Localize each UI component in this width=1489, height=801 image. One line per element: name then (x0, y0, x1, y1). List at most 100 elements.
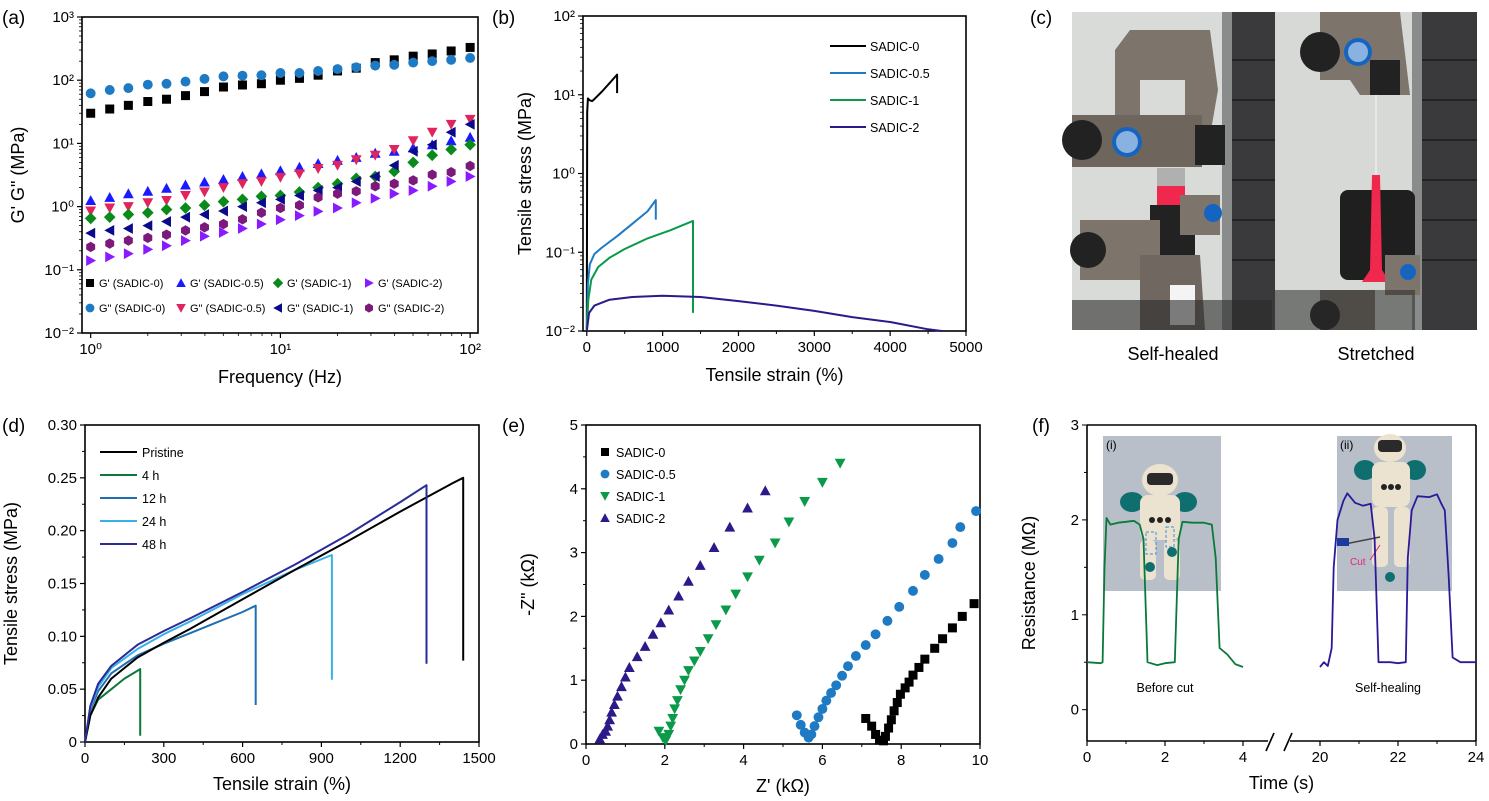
y-tick-label: 2 (570, 608, 578, 625)
data-point (446, 176, 457, 187)
data-point (426, 139, 437, 151)
data-point (104, 225, 115, 236)
data-point (908, 670, 918, 680)
data-point (708, 542, 720, 552)
x-axis-title: Tensile strain (%) (213, 774, 351, 794)
axis-break-mark (1265, 732, 1275, 752)
x-tick-label: 0 (81, 750, 89, 767)
legend-item: 12 h (100, 492, 166, 506)
x-tick-label: 2 (661, 752, 669, 769)
data-point (892, 698, 902, 708)
data-point (817, 477, 828, 488)
y-tick-label: 0.30 (48, 417, 77, 434)
data-point (294, 210, 305, 222)
data-point (702, 634, 714, 645)
y-tick-label: 10⁰ (552, 166, 575, 183)
data-point (408, 185, 419, 196)
legend-label: G" (SADIC-1) (287, 303, 353, 315)
data-point (200, 222, 209, 233)
data-point (908, 585, 918, 596)
caption-stretched: Stretched (1337, 344, 1414, 364)
data-point (914, 662, 924, 672)
data-point (294, 68, 305, 78)
data-point (647, 628, 659, 639)
y-tick-label: 10¹ (52, 135, 74, 152)
data-point (237, 80, 247, 90)
data-point (199, 87, 209, 97)
annotation-self-healing: Self-healing (1355, 681, 1421, 695)
legend-marker (85, 303, 95, 313)
data-point (799, 497, 811, 507)
legend-item: SADIC-2 (600, 512, 665, 526)
x-axis-title: Tensile strain (%) (705, 365, 843, 385)
panel-label-b: (b) (492, 8, 515, 29)
y-tick-label: 0.15 (48, 576, 77, 593)
data-point (275, 193, 285, 205)
legend-item: 48 h (100, 538, 166, 552)
data-point (294, 73, 304, 83)
data-point (426, 127, 438, 138)
data-point (105, 251, 116, 263)
data-point (653, 726, 665, 737)
data-point (769, 538, 781, 549)
data-point (742, 572, 753, 583)
series-0 (861, 599, 979, 746)
data-point (85, 195, 97, 205)
series-7 (86, 160, 475, 253)
series-1 (791, 506, 982, 743)
data-point (867, 721, 877, 731)
data-point (256, 79, 266, 89)
data-point (199, 230, 210, 242)
data-point (179, 202, 192, 214)
data-point (237, 201, 247, 212)
legend-item: SADIC-0 (601, 446, 665, 460)
series-line-0 (1086, 517, 1244, 668)
legend-label: SADIC-0 (870, 40, 919, 54)
y-tick-label: 10² (52, 72, 74, 89)
legend-label: SADIC-1 (870, 94, 919, 108)
data-point (679, 675, 690, 686)
data-point (464, 131, 476, 142)
data-point (370, 60, 381, 71)
legend-label: SADIC-0 (616, 446, 665, 460)
data-point (464, 138, 476, 151)
data-point (237, 70, 248, 81)
data-point (465, 42, 475, 52)
data-point (809, 721, 820, 732)
y-tick-label: 0.05 (48, 681, 77, 698)
data-point (275, 75, 285, 85)
y-tick-label: 10⁻¹ (44, 262, 74, 279)
x-tick-label: 4 (1239, 749, 1247, 766)
legend-label: SADIC-0.5 (870, 67, 930, 81)
y-tick-label: 4 (570, 481, 578, 498)
data-point (180, 91, 190, 101)
data-point (85, 227, 96, 239)
series-line-1 (1319, 492, 1476, 668)
data-point (900, 683, 910, 693)
data-point (445, 119, 457, 130)
data-point (389, 55, 399, 65)
inset-photo-before-cut: (i) (1103, 436, 1221, 591)
photo-self-healed (1062, 12, 1275, 330)
series-3 (594, 485, 771, 744)
x-tick-label: 24 (1468, 749, 1485, 766)
legend-marker (176, 304, 186, 313)
data-point (831, 680, 842, 691)
data-point (142, 185, 154, 196)
data-point (122, 188, 134, 199)
data-point (930, 643, 940, 653)
data-point (882, 615, 893, 626)
data-point (620, 671, 631, 682)
data-point (370, 192, 381, 204)
legend-label: SADIC-2 (870, 121, 919, 135)
data-point (237, 171, 248, 181)
data-point (683, 666, 694, 677)
data-point (105, 104, 115, 114)
inset-label-ii: (ii) (1340, 438, 1353, 452)
data-point (255, 190, 268, 203)
legend-marker (600, 513, 610, 522)
series-6 (86, 171, 476, 266)
legend-item: SADIC-0 (830, 40, 919, 54)
legend-label: G" (SADIC-0) (99, 303, 165, 315)
legend-label: 12 h (142, 492, 166, 506)
